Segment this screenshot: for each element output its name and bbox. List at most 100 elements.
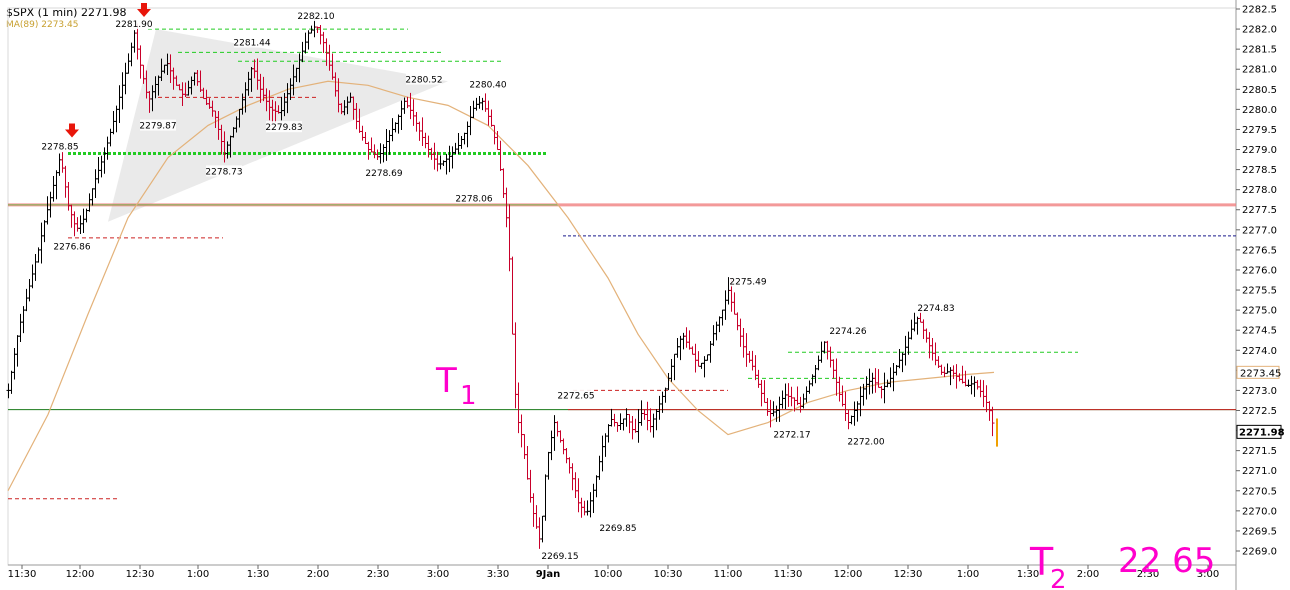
ohlc-bar — [627, 413, 632, 434]
ohlc-bar — [384, 129, 389, 161]
last-price-label: 2271.98 — [1239, 427, 1285, 438]
ohlc-bar — [489, 109, 494, 127]
ohlc-bar — [837, 376, 842, 402]
price-label: 2280.52 — [405, 75, 442, 85]
ohlc-bar — [771, 401, 776, 417]
y-tick-label: 2271.0 — [1242, 466, 1277, 477]
ohlc-bar — [921, 319, 926, 339]
ohlc-bar — [87, 193, 92, 212]
price-label: 2282.10 — [297, 12, 334, 22]
price-label-bg-0 — [116, 18, 152, 30]
ohlc-bar — [111, 110, 116, 135]
y-tick-label: 2282.5 — [1242, 5, 1277, 16]
ohlc-bar — [951, 365, 956, 380]
ohlc-bar — [870, 372, 875, 394]
ohlc-bar — [78, 215, 83, 234]
ohlc-bar — [606, 424, 611, 443]
ma-value-box — [1236, 365, 1280, 379]
ohlc-bar — [705, 354, 710, 361]
ohlc-bar — [519, 414, 524, 448]
price-label-bg-3 — [406, 73, 442, 85]
ohlc-bar — [492, 124, 497, 145]
ma-value-label: 2273.45 — [1240, 368, 1281, 379]
ohlc-bar — [402, 97, 407, 114]
ohlc-bar — [813, 364, 818, 384]
ohlc-bar — [105, 136, 110, 160]
ohlc-bar — [963, 370, 968, 387]
ohlc-bar — [465, 121, 470, 148]
ohlc-bar — [525, 445, 530, 480]
ohlc-bar — [444, 153, 449, 175]
price-label: 2281.90 — [115, 20, 152, 30]
ohlc-bar — [912, 312, 917, 332]
ohlc-bar — [981, 380, 986, 408]
ohlc-bar — [27, 279, 32, 302]
ohlc-bar — [516, 382, 521, 434]
ohlc-bar — [507, 204, 512, 272]
ohlc-bar — [12, 348, 17, 380]
ohlc-bar — [723, 290, 728, 320]
ohlc-bar — [612, 413, 617, 427]
x-tick-label: 3:00 — [427, 569, 449, 580]
ohlc-bar — [609, 408, 614, 427]
ohlc-bar — [498, 140, 503, 171]
price-label: 2269.85 — [599, 524, 636, 534]
ohlc-bar — [459, 135, 464, 149]
price-label: 2278.85 — [41, 143, 78, 153]
ohlc-bar — [990, 406, 995, 437]
ohlc-bar — [711, 325, 716, 346]
ohlc-bar — [687, 330, 692, 350]
ohlc-bar — [672, 353, 677, 381]
ohlc-bar — [969, 375, 974, 395]
ohlc-bar — [573, 472, 578, 499]
ohlc-bar — [534, 505, 539, 529]
x-tick-label: 11:30 — [8, 569, 37, 580]
ohlc-bar — [603, 433, 608, 457]
ohlc-bar — [90, 188, 95, 206]
ohlc-bar — [825, 340, 830, 360]
ohlc-bar — [654, 409, 659, 431]
ohlc-bar — [819, 341, 824, 363]
ohlc-bar — [33, 254, 38, 281]
ohlc-bar — [129, 42, 134, 67]
ohlc-bar — [582, 500, 587, 516]
ohlc-bar — [540, 515, 545, 543]
ohlc-bar — [696, 351, 701, 367]
ohlc-bar — [666, 373, 671, 391]
y-tick-label: 2275.0 — [1242, 306, 1277, 317]
price-label: 2278.69 — [365, 169, 402, 179]
x-tick-label: 1:00 — [187, 569, 209, 580]
ohlc-bar — [942, 366, 947, 378]
handwritten-t2-sub: 2 — [1050, 565, 1067, 590]
ohlc-bar — [834, 358, 839, 396]
ohlc-bar — [366, 141, 371, 160]
ma-legend: MA(89) 2273.45 — [6, 20, 79, 30]
price-label-bg-11 — [54, 240, 90, 252]
ohlc-bar — [570, 463, 575, 491]
ohlc-bar — [552, 415, 557, 451]
x-tick-label: 2:30 — [367, 569, 389, 580]
ohlc-bar — [693, 343, 698, 373]
ohlc-bar — [630, 415, 635, 440]
ohlc-bar — [81, 208, 86, 233]
price-label-bg-19 — [542, 549, 578, 561]
ohlc-bar — [99, 155, 104, 178]
ohlc-bar — [588, 492, 593, 518]
y-tick-label: 2279.5 — [1242, 125, 1277, 136]
ohlc-bar — [615, 422, 620, 432]
ohlc-bar — [702, 356, 707, 378]
ohlc-bar — [795, 386, 800, 406]
ohlc-bar — [423, 132, 428, 149]
ohlc-bar — [681, 332, 686, 350]
price-label-bg-13 — [830, 324, 866, 336]
ohlc-bar — [387, 130, 392, 155]
y-tick-label: 2270.0 — [1242, 506, 1277, 517]
ohlc-bar — [447, 145, 452, 173]
y-tick-label: 2280.0 — [1242, 105, 1277, 116]
moving-average-line — [7, 80, 995, 492]
y-tick-label: 2278.0 — [1242, 185, 1277, 196]
ohlc-bar — [933, 342, 938, 366]
ohlc-bar — [411, 99, 416, 126]
ohlc-bar — [864, 376, 869, 400]
